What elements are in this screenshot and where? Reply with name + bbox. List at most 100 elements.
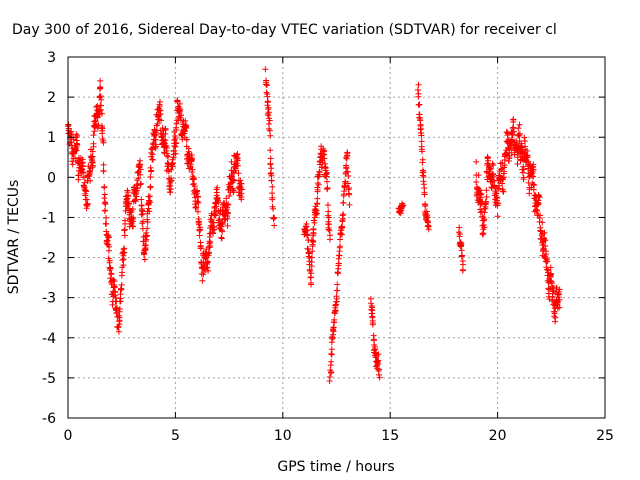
data-point xyxy=(483,187,490,194)
data-point xyxy=(102,207,109,214)
data-point xyxy=(197,242,204,249)
data-point xyxy=(345,172,352,179)
data-point xyxy=(556,304,563,311)
data-point xyxy=(419,159,426,166)
data-point xyxy=(196,232,203,239)
data-point xyxy=(473,158,480,165)
data-point xyxy=(214,184,221,191)
data-point xyxy=(147,184,154,191)
data-point xyxy=(556,296,563,303)
data-point xyxy=(121,245,128,252)
data-point xyxy=(509,131,516,138)
data-point xyxy=(544,266,551,273)
data-point xyxy=(419,148,426,155)
data-point xyxy=(504,130,511,137)
data-point xyxy=(510,116,517,123)
data-point xyxy=(129,222,136,229)
x-tick-label: 25 xyxy=(596,428,614,444)
data-point xyxy=(505,158,512,165)
data-point xyxy=(306,266,313,273)
data-point xyxy=(520,166,527,173)
data-point xyxy=(97,93,104,100)
data-point xyxy=(162,126,169,133)
data-point xyxy=(481,224,488,231)
data-point xyxy=(321,163,328,170)
data-point xyxy=(337,243,344,250)
data-point xyxy=(531,182,538,189)
data-point xyxy=(90,143,97,150)
data-point xyxy=(103,220,110,227)
data-point xyxy=(339,218,346,225)
data-point xyxy=(556,286,563,293)
data-point xyxy=(194,208,201,215)
data-point xyxy=(419,172,426,179)
data-point xyxy=(416,115,423,122)
data-point xyxy=(549,293,556,300)
data-point xyxy=(369,307,376,314)
data-point xyxy=(494,199,501,206)
data-point xyxy=(84,196,91,203)
data-point xyxy=(500,174,507,181)
data-point xyxy=(324,186,331,193)
data-point xyxy=(506,153,513,160)
data-point xyxy=(326,236,333,243)
data-point xyxy=(181,127,188,134)
data-point xyxy=(551,310,558,317)
data-point xyxy=(79,163,86,170)
data-point xyxy=(533,206,540,213)
data-point xyxy=(545,279,552,286)
data-point xyxy=(328,346,335,353)
data-point xyxy=(332,307,339,314)
data-point xyxy=(87,177,94,184)
y-tick-label: -6 xyxy=(42,411,56,427)
data-point xyxy=(118,281,125,288)
data-point xyxy=(219,219,226,226)
data-point xyxy=(103,214,110,221)
data-point xyxy=(535,200,542,207)
data-point xyxy=(100,139,107,146)
data-point xyxy=(120,246,127,253)
data-point xyxy=(535,193,542,200)
data-point xyxy=(79,156,86,163)
data-point xyxy=(516,130,523,137)
data-point xyxy=(415,81,422,88)
data-point xyxy=(173,140,180,147)
y-tick-label: -2 xyxy=(42,251,56,267)
data-point xyxy=(324,178,331,185)
data-point xyxy=(97,77,104,84)
data-point xyxy=(104,237,111,244)
data-point xyxy=(375,358,382,365)
y-tick-label: -5 xyxy=(42,371,56,387)
data-point xyxy=(514,160,521,167)
data-point xyxy=(131,197,138,204)
data-point xyxy=(333,295,340,302)
data-point xyxy=(167,189,174,196)
data-point xyxy=(367,295,374,302)
data-point xyxy=(515,125,522,132)
data-point xyxy=(117,291,124,298)
data-point xyxy=(498,166,505,173)
data-point xyxy=(268,177,275,184)
data-point xyxy=(80,169,87,176)
data-point xyxy=(340,211,347,218)
data-point xyxy=(328,350,335,357)
data-point xyxy=(97,106,104,113)
data-point xyxy=(145,205,152,212)
data-point xyxy=(149,156,156,163)
data-point xyxy=(115,328,122,335)
data-point xyxy=(420,173,427,180)
data-point xyxy=(333,298,340,305)
data-point xyxy=(516,121,523,128)
data-point xyxy=(153,132,160,139)
data-point xyxy=(267,132,274,139)
data-point xyxy=(234,162,241,169)
data-point xyxy=(263,89,270,96)
data-point xyxy=(219,221,226,228)
data-point xyxy=(481,209,488,216)
grid xyxy=(68,57,605,418)
data-point xyxy=(137,166,144,173)
data-point xyxy=(89,159,96,166)
data-point xyxy=(344,180,351,187)
data-point xyxy=(84,200,91,207)
data-point xyxy=(536,194,543,201)
